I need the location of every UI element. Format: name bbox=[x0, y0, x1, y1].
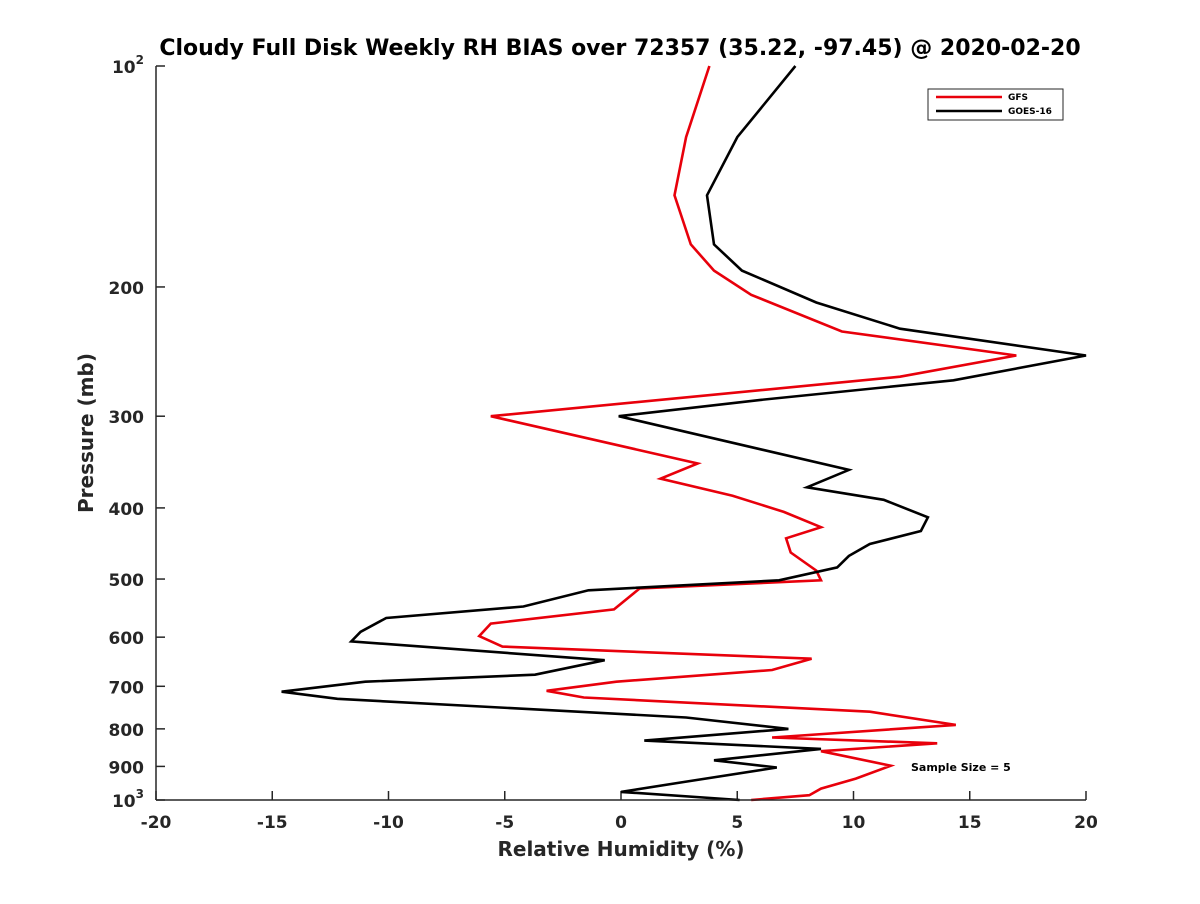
y-tick-label: 102 bbox=[112, 53, 144, 78]
y-tick-label: 600 bbox=[109, 629, 145, 649]
y-tick-label: 400 bbox=[109, 500, 145, 520]
x-tick-label: 10 bbox=[842, 813, 866, 833]
x-tick-label: 5 bbox=[731, 813, 743, 833]
y-tick-label-exponent: 2 bbox=[136, 53, 144, 67]
y-axis-label: Pressure (mb) bbox=[74, 353, 98, 513]
y-tick-label-base: 10 bbox=[112, 58, 136, 78]
series-layer bbox=[281, 65, 1087, 802]
y-tick-label: 103 bbox=[112, 787, 144, 812]
chart-title: Cloudy Full Disk Weekly RH BIAS over 723… bbox=[159, 36, 1080, 61]
y-tick-label: 500 bbox=[109, 571, 145, 591]
y-tick-label: 700 bbox=[109, 678, 145, 698]
y-tick-label: 800 bbox=[109, 721, 145, 741]
x-tick-label: 20 bbox=[1074, 813, 1098, 833]
x-tick-label: -10 bbox=[373, 813, 404, 833]
y-tick-label-base: 300 bbox=[109, 408, 145, 428]
x-axis-ticks: -20 -15 -10 -5 0 5 10 15 20 bbox=[141, 791, 1098, 833]
y-tick-label: 200 bbox=[109, 279, 145, 299]
y-tick-label-base: 800 bbox=[109, 721, 145, 741]
y-tick-label: 300 bbox=[109, 408, 145, 428]
legend-box bbox=[927, 88, 1064, 121]
y-tick-label-base: 400 bbox=[109, 500, 145, 520]
legend-label: GFS bbox=[1008, 93, 1028, 103]
y-tick-label-base: 200 bbox=[109, 279, 145, 299]
y-tick-label-exponent: 3 bbox=[136, 787, 144, 801]
plot-area-background bbox=[156, 66, 1086, 800]
legend: GFS GOES-16 bbox=[927, 88, 1064, 121]
y-tick-label-base: 500 bbox=[109, 571, 145, 591]
sample-size-annotation: Sample Size = 5 bbox=[911, 761, 1011, 774]
y-tick-label-base: 600 bbox=[109, 629, 145, 649]
x-axis-label: Relative Humidity (%) bbox=[497, 837, 744, 861]
x-tick-label: 0 bbox=[615, 813, 627, 833]
x-tick-label: -15 bbox=[257, 813, 288, 833]
x-tick-label: -5 bbox=[495, 813, 514, 833]
y-tick-label-base: 700 bbox=[109, 678, 145, 698]
y-tick-label: 900 bbox=[109, 758, 145, 778]
y-tick-label-base: 10 bbox=[112, 792, 136, 812]
x-tick-label: 15 bbox=[958, 813, 982, 833]
legend-label: GOES-16 bbox=[1008, 107, 1052, 117]
x-tick-label: -20 bbox=[141, 813, 172, 833]
y-tick-label-base: 900 bbox=[109, 758, 145, 778]
series-line-goes-16 bbox=[281, 65, 1087, 802]
